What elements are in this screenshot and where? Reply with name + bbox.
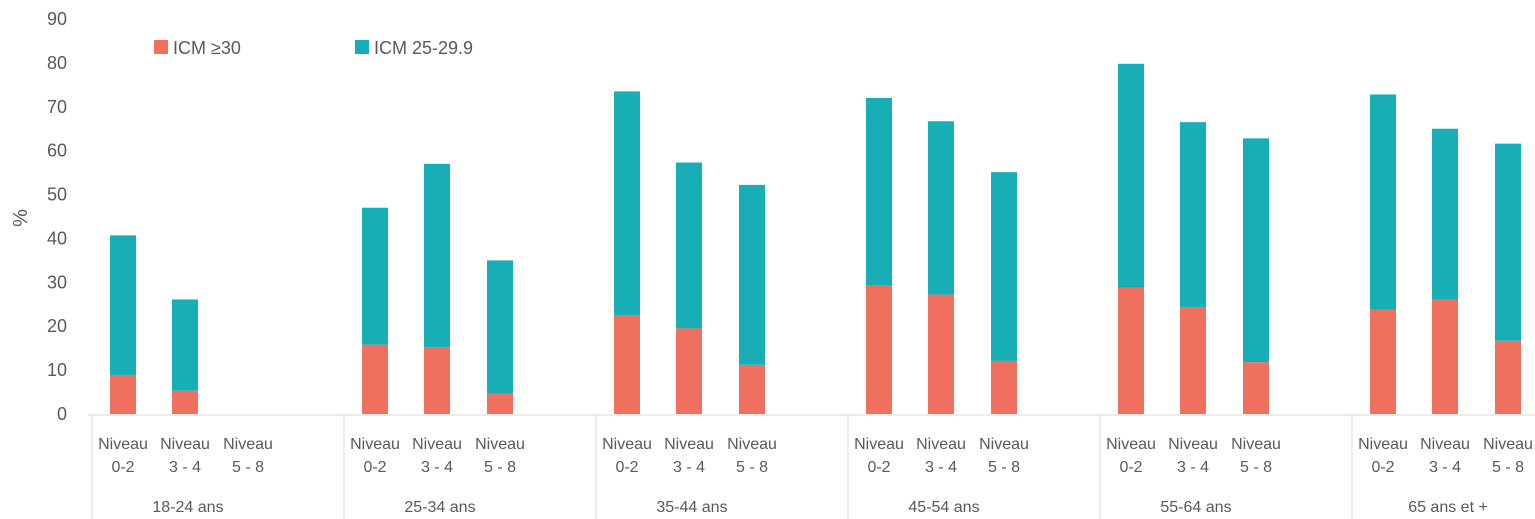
bar-icm-30 [614,315,640,414]
bar-icm-30 [866,285,892,414]
group-label: 55-64 ans [1160,499,1231,516]
y-tick-label: 90 [47,9,67,29]
bar-icm-30 [110,375,136,414]
category-label: Niveau [350,436,400,453]
legend-swatch-icm-30 [154,40,168,54]
bar-icm-30 [1180,307,1206,414]
y-axis-label: % [10,209,32,227]
y-tick-label: 0 [57,404,67,424]
x-axis: Niveau 0-2 Niveau 3 - 4 Niveau 5 - 8 18-24 ans… [88,414,1535,519]
category-sublabel: 5 - 8 [988,459,1020,476]
group-label: 65 ans et + [1408,499,1488,516]
category-sublabel: 0-2 [1119,459,1142,476]
bar-icm-30 [1495,340,1521,414]
legend-swatch-icm-25-29 [355,40,369,54]
category-sublabel: 5 - 8 [232,459,264,476]
category-label: Niveau [1106,436,1156,453]
bar-icm-25-29 [739,184,765,365]
bar-icm-30 [676,328,702,414]
bar-icm-25-29 [362,207,388,345]
category-sublabel: 5 - 8 [484,459,516,476]
category-sublabel: 0-2 [363,459,386,476]
y-tick-label: 60 [47,141,67,161]
legend: ICM ≥30 ICM 25-29.9 [154,38,473,58]
bar-icm-30 [487,393,513,414]
category-sublabel: 0-2 [615,459,638,476]
category-sublabel: 5 - 8 [736,459,768,476]
category-sublabel: 3 - 4 [1177,459,1209,476]
bar-icm-30 [991,360,1017,414]
category-sublabel: 3 - 4 [421,459,453,476]
bar-icm-30 [928,294,954,414]
category-label: Niveau [160,436,210,453]
bar-icm-25-29 [487,260,513,394]
y-tick-label: 20 [47,316,67,336]
bar-icm-30 [424,347,450,414]
bar-icm-25-29 [991,172,1017,361]
bar-icm-25-29 [676,162,702,329]
category-label: Niveau [1231,436,1281,453]
bar-icm-30 [1243,362,1269,414]
bar-icm-30 [362,344,388,414]
bar-icm-25-29 [1370,94,1396,310]
y-tick-label: 80 [47,53,67,73]
y-tick-label: 30 [47,272,67,292]
bar-icm-30 [739,364,765,414]
bar-icm-25-29 [424,163,450,348]
category-label: Niveau [475,436,525,453]
bar-icm-25-29 [866,98,892,286]
group-label: 35-44 ans [656,499,727,516]
category-sublabel: 0-2 [1371,459,1394,476]
group-label: 45-54 ans [908,499,979,516]
category-label: Niveau [916,436,966,453]
bar-icm-25-29 [928,121,954,295]
bar-icm-25-29 [110,235,136,376]
category-label: Niveau [412,436,462,453]
y-axis: 0 10 20 30 40 50 60 70 80 90 [47,9,67,424]
category-label: Niveau [727,436,777,453]
bar-icm-30 [1370,309,1396,414]
bar-icm-25-29 [1495,143,1521,341]
category-sublabel: 0-2 [867,459,890,476]
category-sublabel: 5 - 8 [1240,459,1272,476]
y-tick-label: 40 [47,228,67,248]
category-sublabel: 5 - 8 [1492,459,1524,476]
category-sublabel: 3 - 4 [1429,459,1461,476]
legend-label-icm-30: ICM ≥30 [173,38,241,58]
y-tick-label: 70 [47,97,67,117]
category-label: Niveau [1483,436,1533,453]
bar-icm-30 [172,390,198,414]
group-label: 25-34 ans [404,499,475,516]
category-sublabel: 3 - 4 [169,459,201,476]
category-label: Niveau [979,436,1029,453]
category-label: Niveau [602,436,652,453]
y-tick-label: 50 [47,185,67,205]
category-label: Niveau [1168,436,1218,453]
category-sublabel: 3 - 4 [673,459,705,476]
category-label: Niveau [1420,436,1470,453]
bar-icm-25-29 [172,299,198,391]
category-label: Niveau [98,436,148,453]
bars [110,63,1521,414]
bar-icm-30 [1118,287,1144,414]
bar-icm-25-29 [1118,63,1144,288]
bar-icm-25-29 [614,91,640,316]
category-label: Niveau [1358,436,1408,453]
bar-icm-25-29 [1180,122,1206,308]
bar-icm-25-29 [1432,128,1458,300]
category-sublabel: 0-2 [111,459,134,476]
bar-icm-30 [1432,299,1458,414]
legend-label-icm-25-29: ICM 25-29.9 [374,38,473,58]
category-label: Niveau [223,436,273,453]
bar-icm-25-29 [1243,138,1269,363]
category-sublabel: 3 - 4 [925,459,957,476]
category-label: Niveau [664,436,714,453]
y-tick-label: 10 [47,360,67,380]
category-label: Niveau [854,436,904,453]
group-label: 18-24 ans [152,499,223,516]
